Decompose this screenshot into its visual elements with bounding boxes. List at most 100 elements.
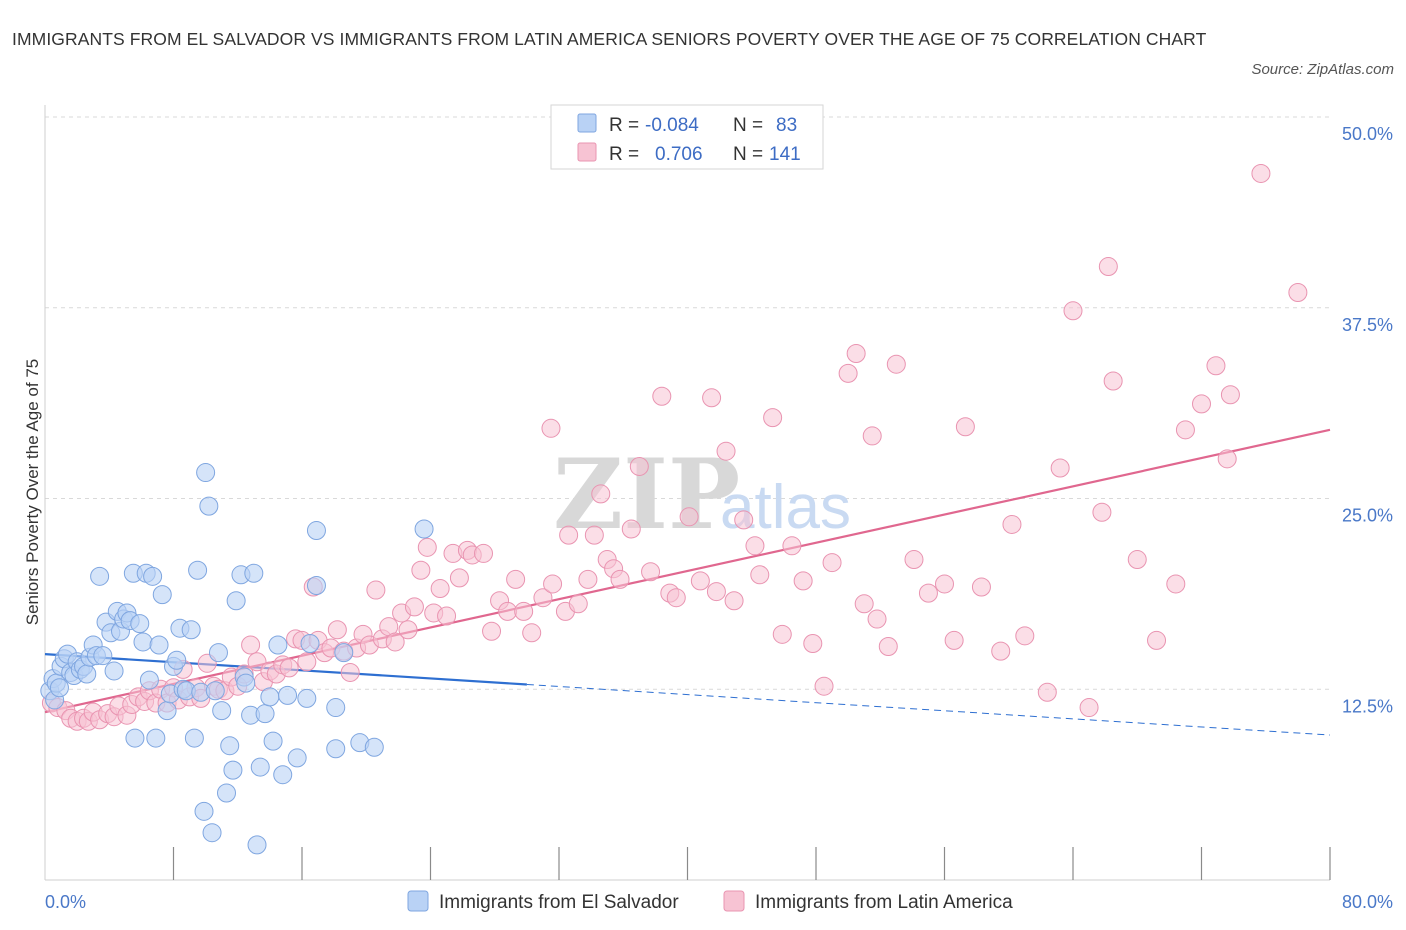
- latin-america-point-119: [935, 574, 954, 594]
- el-salvador-point-48: [194, 801, 214, 821]
- latin-america-point-123: [991, 641, 1011, 661]
- el-salvador-point-45: [184, 728, 204, 748]
- el-salvador-point-53: [208, 643, 228, 663]
- chart-title: IMMIGRANTS FROM EL SALVADOR VS IMMIGRANT…: [12, 29, 1207, 49]
- latin-america-point-109: [822, 553, 842, 573]
- el-salvador-point-13: [77, 664, 97, 684]
- latin-america-point-127: [1050, 458, 1070, 478]
- chart-source: Source: ZipAtlas.com: [1251, 61, 1394, 78]
- latin-america-point-78: [543, 574, 563, 594]
- latin-america-point-39: [279, 658, 299, 678]
- legend-n-label-pink: N =: [733, 144, 763, 165]
- legend-r-label-blue: R =: [609, 115, 639, 136]
- latin-america-point-87: [610, 569, 630, 589]
- el-salvador-point-67: [260, 687, 280, 707]
- latin-america-point-121: [955, 417, 975, 437]
- latin-america-point-70: [482, 621, 502, 641]
- y-tick-label-1: 25.0%: [1342, 506, 1393, 526]
- latin-america-point-118: [918, 583, 938, 603]
- latin-america-point-83: [584, 525, 604, 545]
- latin-america-point-104: [772, 624, 792, 644]
- x-tick-label-0: 0.0%: [45, 892, 86, 912]
- bottom-legend-label-pink: Immigrants from Latin America: [755, 892, 1013, 913]
- axes: [44, 105, 1331, 881]
- legend-n-value-blue: 83: [776, 115, 797, 136]
- el-salvador-point-21: [104, 661, 124, 681]
- el-salvador-point-44: [181, 620, 201, 640]
- latin-america-point-97: [706, 582, 726, 602]
- latin-america-point-141: [1251, 163, 1271, 183]
- y-tick-labels: 12.5% 25.0% 37.5% 50.0%: [1342, 124, 1393, 716]
- el-salvador-point-40: [167, 650, 187, 670]
- el-salvador-point-74: [300, 633, 320, 653]
- legend-r-value-blue: -0.084: [645, 115, 699, 136]
- bottom-legend-swatch-blue: [407, 890, 429, 912]
- y-tick-label-0: 12.5%: [1342, 696, 1393, 716]
- legend-n-value-pink: 141: [769, 144, 801, 165]
- el-salvador-point-68: [263, 731, 283, 751]
- latin-america-point-129: [1079, 698, 1099, 718]
- latin-america-point-80: [559, 525, 579, 545]
- latin-america-point-91: [652, 386, 672, 406]
- el-salvador-point-46: [188, 560, 208, 580]
- latin-america-point-137: [1192, 394, 1211, 414]
- el-salvador-point-35: [149, 635, 169, 655]
- el-salvador-point-73: [297, 688, 317, 708]
- latin-america-point-142: [1288, 282, 1308, 302]
- latin-america-point-136: [1175, 420, 1195, 440]
- el-salvador-point-51: [202, 823, 222, 843]
- latin-america-point-89: [629, 456, 649, 476]
- el-salvador-point-32: [139, 670, 159, 690]
- bottom-legend: Immigrants from El Salvador Immigrants f…: [407, 890, 1013, 913]
- latin-america-point-132: [1103, 371, 1123, 391]
- el-salvador-point-50: [199, 496, 219, 516]
- latin-america-point-139: [1217, 449, 1237, 469]
- el-salvador-point-82: [414, 519, 434, 539]
- latin-america-point-103: [763, 408, 783, 428]
- el-salvador-point-64: [247, 835, 267, 855]
- latin-america-point-58: [398, 620, 418, 640]
- legend-swatch-pink: [577, 142, 597, 162]
- el-salvador-point-37: [157, 701, 177, 721]
- latin-america-point-93: [666, 588, 686, 608]
- el-salvador-point-56: [220, 736, 240, 756]
- latin-america-point-94: [679, 507, 699, 527]
- latin-america-point-77: [541, 418, 561, 438]
- latin-america-point-128: [1063, 301, 1083, 321]
- latin-america-point-140: [1220, 385, 1240, 405]
- el-salvador-point-34: [146, 728, 166, 748]
- el-salvador-point-70: [273, 765, 293, 785]
- latin-america-point-130: [1092, 502, 1112, 522]
- y-tick-label-3: 50.0%: [1342, 124, 1393, 144]
- latin-america-point-107: [803, 633, 823, 653]
- latin-america-point-133: [1127, 550, 1147, 570]
- latin-america-point-64: [437, 606, 457, 626]
- x-tick-labels: 0.0% 80.0%: [45, 892, 1393, 912]
- latin-america-point-111: [846, 344, 866, 364]
- el-salvador-point-29: [130, 614, 150, 634]
- el-salvador-point-79: [334, 643, 354, 663]
- latin-america-point-74: [514, 601, 534, 621]
- el-salvador-point-78: [326, 739, 346, 759]
- latin-america-point-60: [411, 560, 431, 580]
- latin-america-point-96: [702, 388, 722, 408]
- y-tick-label-2: 37.5%: [1342, 315, 1393, 335]
- latin-america-point-88: [621, 519, 641, 539]
- legend-n-label-blue: N =: [733, 115, 763, 136]
- el-salvador-point-71: [278, 685, 298, 705]
- el-salvador-point-52: [205, 681, 225, 701]
- el-salvador-point-61: [236, 673, 256, 693]
- latin-america-point-135: [1166, 574, 1186, 594]
- latin-america-point-49: [340, 662, 360, 682]
- el-salvador-point-72: [287, 748, 307, 768]
- latin-america-point-56: [385, 632, 405, 652]
- latin-america-point-105: [782, 536, 802, 556]
- el-salvador-point-75: [306, 521, 326, 541]
- latin-america-point-131: [1098, 257, 1118, 277]
- legend-r-label-pink: R =: [609, 144, 639, 165]
- watermark-atlas: atlas: [720, 473, 851, 542]
- latin-america-point-120: [944, 630, 964, 650]
- latin-america-point-110: [838, 363, 858, 383]
- latin-america-point-124: [1002, 514, 1022, 534]
